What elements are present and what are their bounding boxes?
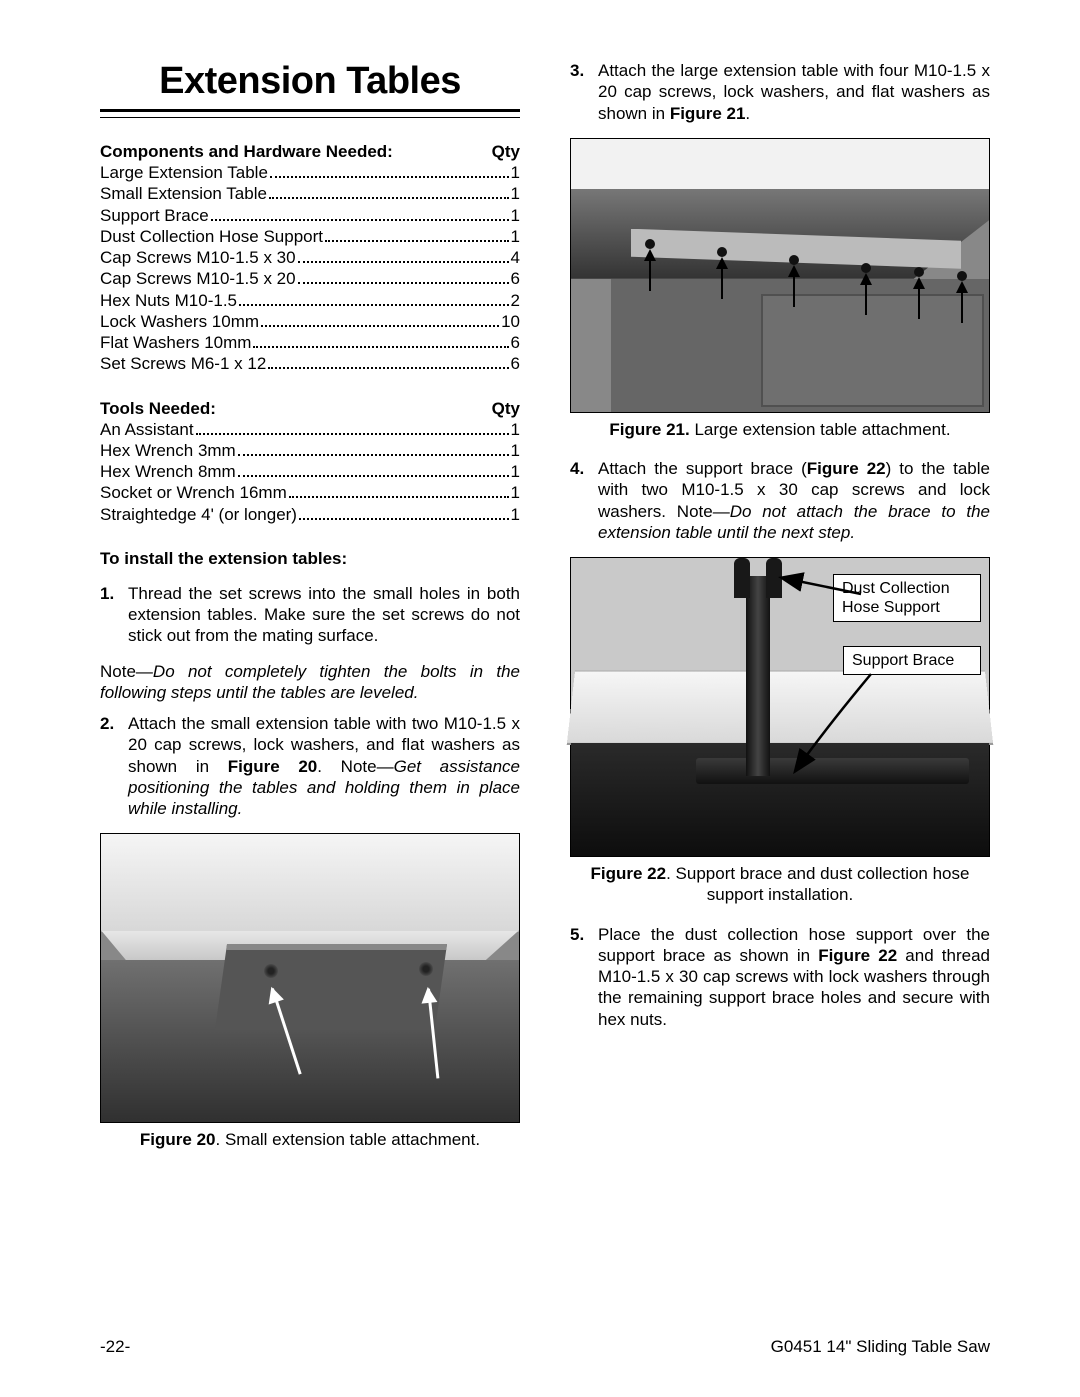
item-qty: 1 [511, 461, 520, 482]
note-italic: Do not completely tighten the bolts in t… [100, 662, 520, 702]
fig22-arrows [571, 558, 989, 856]
step-body: Place the dust collection hose support o… [598, 924, 990, 1030]
step-num: 1. [100, 583, 128, 647]
item-qty: 1 [511, 162, 520, 183]
step-1: 1. Thread the set screws into the small … [100, 583, 520, 647]
item-label: Lock Washers 10mm [100, 311, 259, 332]
item-label: Hex Wrench 3mm [100, 440, 236, 461]
figure-21 [570, 138, 990, 413]
step-num: 4. [570, 458, 598, 543]
figure-22-caption: Figure 22. Support brace and dust collec… [570, 863, 990, 906]
figure-20-caption: Figure 20. Small extension table attachm… [100, 1129, 520, 1150]
item-label: Flat Washers 10mm [100, 332, 251, 353]
list-item: Dust Collection Hose Support 1 [100, 226, 520, 247]
list-item: Lock Washers 10mm 10 [100, 311, 520, 332]
step-num: 5. [570, 924, 598, 1030]
figure-21-caption: Figure 21. Large extension table attachm… [570, 419, 990, 440]
item-qty: 1 [511, 205, 520, 226]
item-label: Large Extension Table [100, 162, 268, 183]
list-item: Set Screws M6-1 x 12 6 [100, 353, 520, 374]
tools-header-qty: Qty [492, 399, 520, 419]
title-rule [100, 109, 520, 118]
components-list: Large Extension Table1Small Extension Ta… [100, 162, 520, 375]
item-qty: 6 [511, 353, 520, 374]
item-label: Cap Screws M10-1.5 x 20 [100, 268, 296, 289]
steps-right-1: 3. Attach the large extension table with… [570, 60, 990, 124]
list-item: Hex Wrench 8mm 1 [100, 461, 520, 482]
page-footer: -22- G0451 14" Sliding Table Saw [100, 1337, 990, 1357]
item-qty: 6 [511, 268, 520, 289]
steps-right-3: 5. Place the dust collection hose suppor… [570, 924, 990, 1030]
components-header-qty: Qty [492, 142, 520, 162]
components-header-label: Components and Hardware Needed: [100, 142, 393, 162]
step-2: 2. Attach the small extension table with… [100, 713, 520, 819]
figure-22: Dust Collection Hose Support Support Bra… [570, 557, 990, 857]
item-qty: 4 [511, 247, 520, 268]
item-qty: 1 [511, 504, 520, 525]
components-header: Components and Hardware Needed: Qty [100, 142, 520, 162]
manual-page: Extension Tables Components and Hardware… [0, 0, 1080, 1397]
install-heading: To install the extension tables: [100, 549, 520, 569]
step-body: Attach the large extension table with fo… [598, 60, 990, 124]
item-qty: 1 [511, 183, 520, 204]
list-item: Hex Wrench 3mm 1 [100, 440, 520, 461]
list-item: An Assistant 1 [100, 419, 520, 440]
step-body: Thread the set screws into the small hol… [128, 583, 520, 647]
two-column-layout: Extension Tables Components and Hardware… [100, 60, 990, 1169]
tools-header-label: Tools Needed: [100, 399, 216, 419]
page-title: Extension Tables [100, 60, 520, 103]
item-label: Hex Wrench 8mm [100, 461, 236, 482]
item-qty: 10 [501, 311, 520, 332]
right-column: 3. Attach the large extension table with… [570, 60, 990, 1169]
steps-left-2: 2. Attach the small extension table with… [100, 713, 520, 819]
steps-right-2: 4. Attach the support brace (Figure 22) … [570, 458, 990, 543]
list-item: Small Extension Table 1 [100, 183, 520, 204]
item-label: Socket or Wrench 16mm [100, 482, 287, 503]
step-body: Attach the support brace (Figure 22) to … [598, 458, 990, 543]
steps-left: 1. Thread the set screws into the small … [100, 583, 520, 647]
list-item: Cap Screws M10-1.5 x 30 4 [100, 247, 520, 268]
step-3: 3. Attach the large extension table with… [570, 60, 990, 124]
note-1: Note—Do not completely tighten the bolts… [100, 661, 520, 704]
item-label: An Assistant [100, 419, 194, 440]
item-label: Set Screws M6-1 x 12 [100, 353, 266, 374]
item-qty: 1 [511, 440, 520, 461]
item-label: Straightedge 4' (or longer) [100, 504, 297, 525]
list-item: Flat Washers 10mm 6 [100, 332, 520, 353]
list-item: Socket or Wrench 16mm 1 [100, 482, 520, 503]
list-item: Large Extension Table 1 [100, 162, 520, 183]
step-num: 3. [570, 60, 598, 124]
item-label: Small Extension Table [100, 183, 267, 204]
left-column: Extension Tables Components and Hardware… [100, 60, 520, 1169]
list-item: Support Brace 1 [100, 205, 520, 226]
item-label: Cap Screws M10-1.5 x 30 [100, 247, 296, 268]
list-item: Cap Screws M10-1.5 x 20 6 [100, 268, 520, 289]
figure-20 [100, 833, 520, 1123]
item-qty: 1 [511, 482, 520, 503]
step-5: 5. Place the dust collection hose suppor… [570, 924, 990, 1030]
item-qty: 6 [511, 332, 520, 353]
tools-list: An Assistant1Hex Wrench 3mm1Hex Wrench 8… [100, 419, 520, 525]
item-label: Support Brace [100, 205, 209, 226]
step-4: 4. Attach the support brace (Figure 22) … [570, 458, 990, 543]
item-label: Dust Collection Hose Support [100, 226, 323, 247]
step-num: 2. [100, 713, 128, 819]
list-item: Straightedge 4' (or longer) 1 [100, 504, 520, 525]
item-qty: 1 [511, 226, 520, 247]
item-qty: 1 [511, 419, 520, 440]
list-item: Hex Nuts M10-1.5 2 [100, 290, 520, 311]
doc-title: G0451 14" Sliding Table Saw [771, 1337, 990, 1357]
note-prefix: Note— [100, 662, 153, 681]
item-qty: 2 [511, 290, 520, 311]
tools-header: Tools Needed: Qty [100, 399, 520, 419]
step-body: Attach the small extension table with tw… [128, 713, 520, 819]
item-label: Hex Nuts M10-1.5 [100, 290, 237, 311]
page-number: -22- [100, 1337, 130, 1357]
